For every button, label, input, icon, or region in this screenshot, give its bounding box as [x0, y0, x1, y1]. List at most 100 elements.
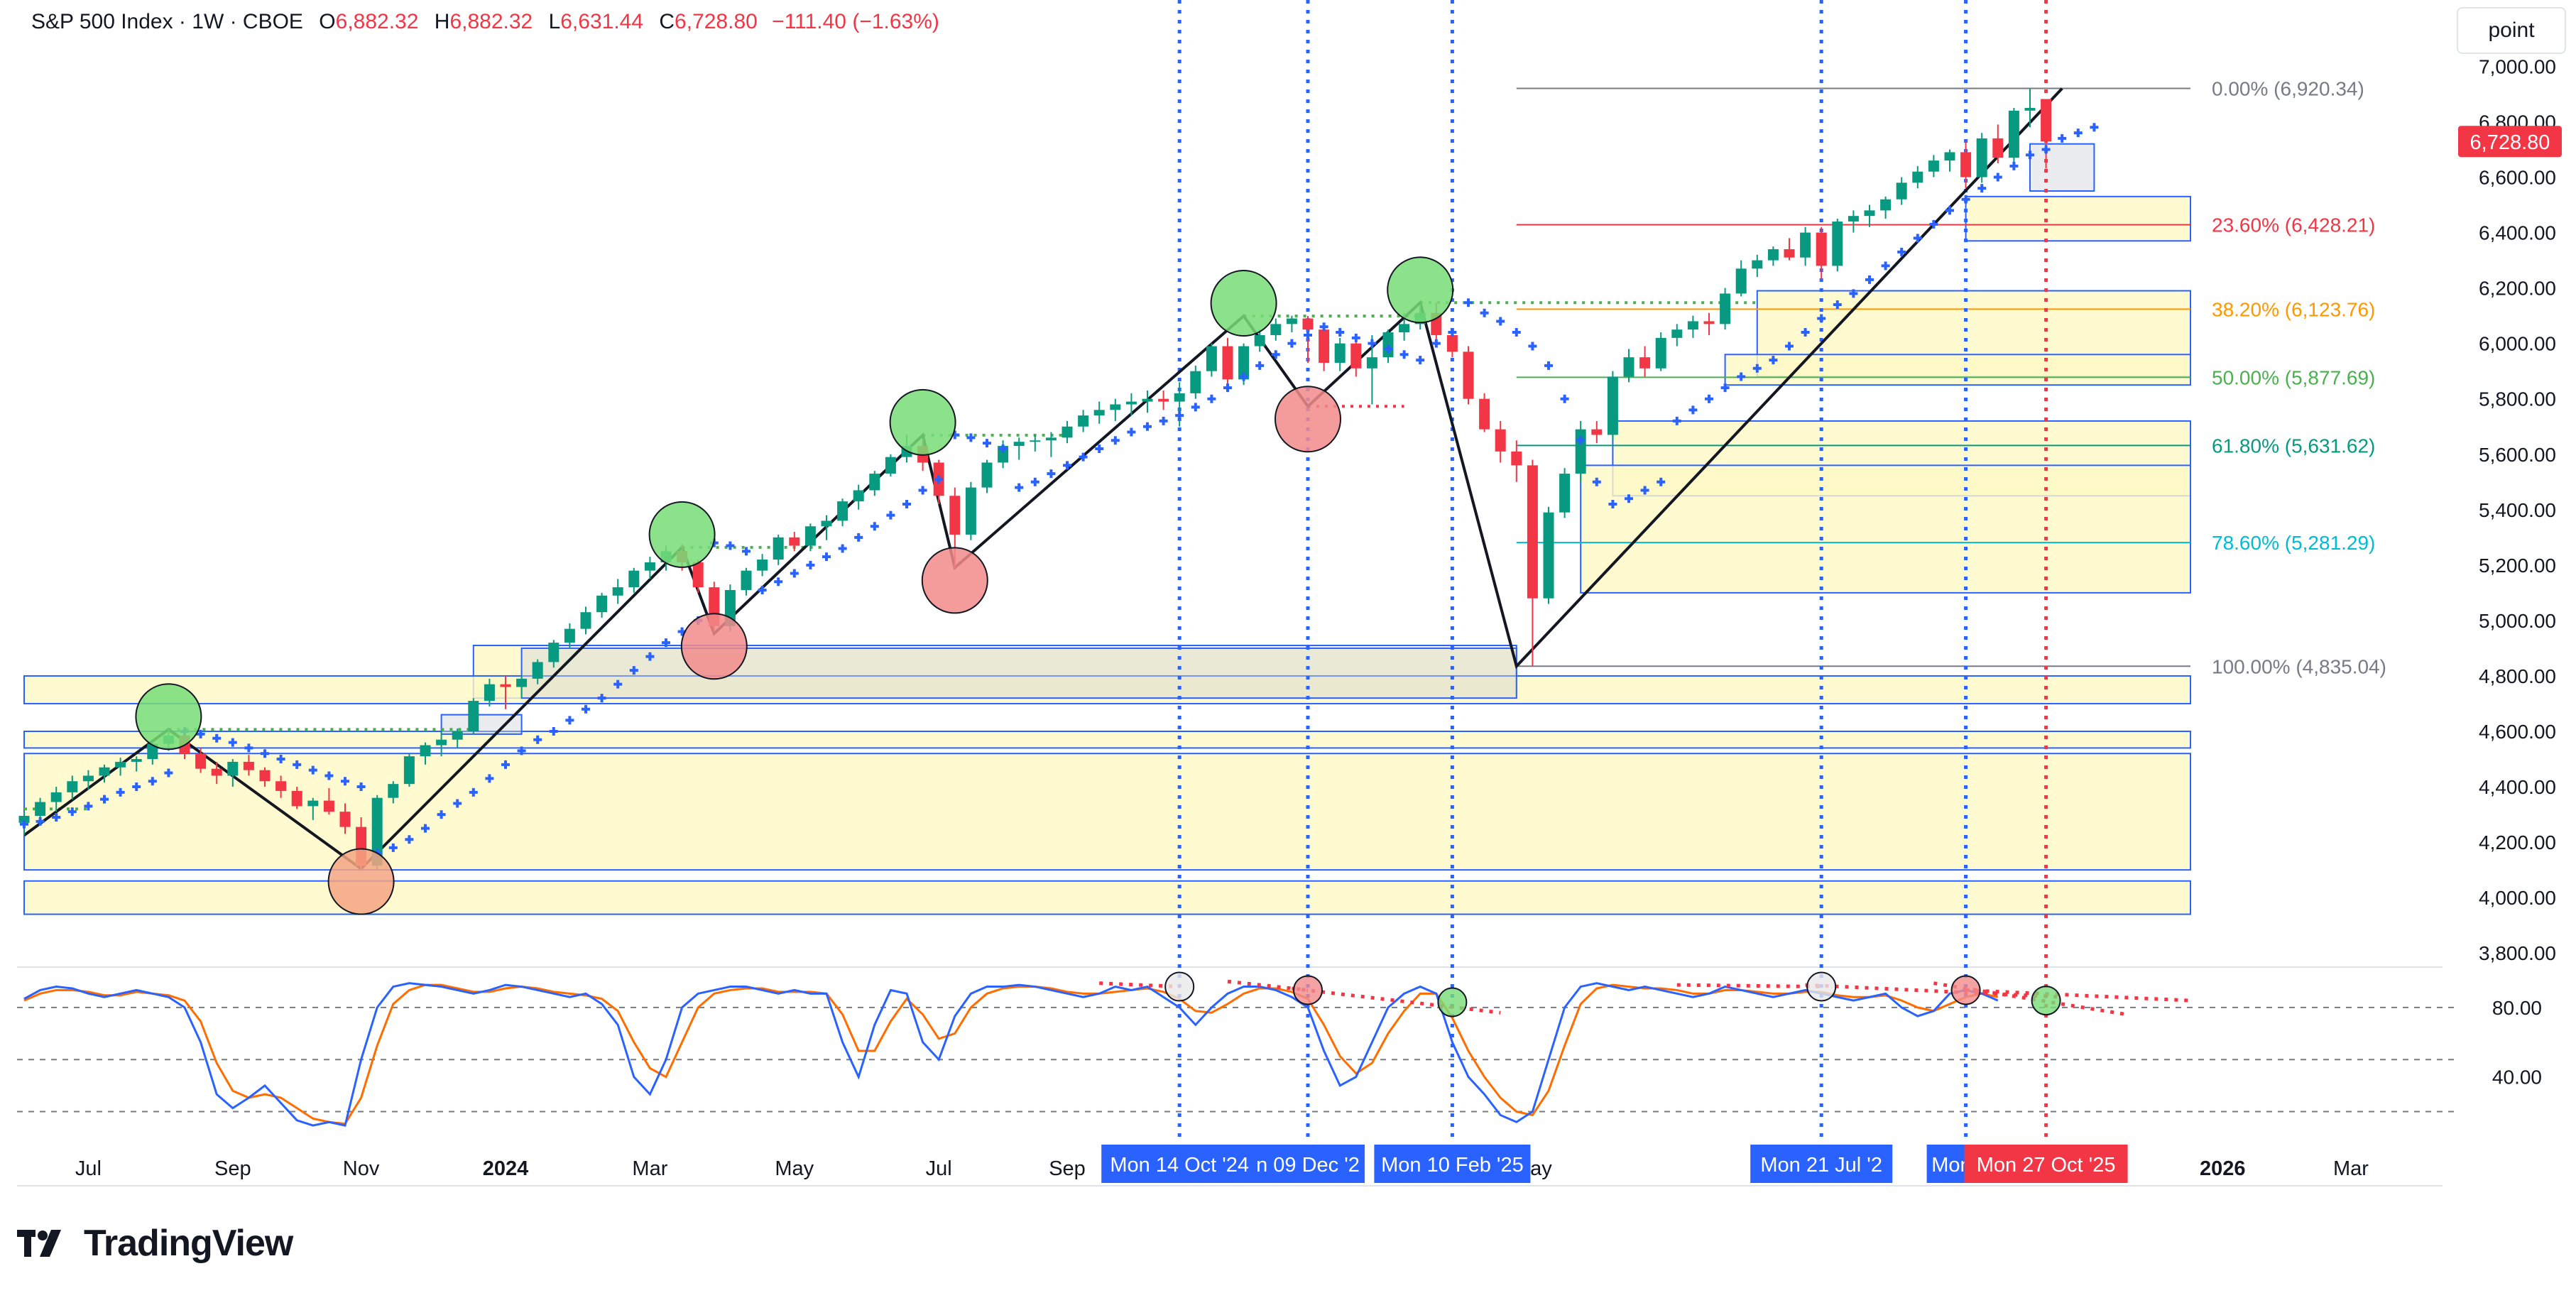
candle-body — [211, 768, 222, 776]
psar-dot — [132, 782, 141, 792]
candle-body — [323, 800, 334, 812]
candle-body — [1158, 398, 1169, 402]
swing-high-circle — [1387, 256, 1454, 324]
psar-dot — [20, 819, 28, 829]
stoch-trendline — [1099, 981, 1180, 989]
candle-body — [1976, 138, 1987, 178]
candle-body — [1639, 357, 1651, 369]
candle-body — [1800, 232, 1811, 258]
last-price-tag — [2458, 126, 2562, 158]
unit-button[interactable]: point — [2457, 7, 2566, 54]
date-highlight-label: n 09 Dec '2 — [1256, 1154, 1360, 1177]
psar-dot — [2026, 151, 2034, 160]
price-axis-label: 5,400.00 — [2479, 499, 2556, 521]
date-highlight-label: Mon 10 Feb '25 — [1381, 1154, 1524, 1177]
time-axis-label: Jul — [926, 1157, 952, 1180]
candle-body — [2008, 110, 2019, 158]
candle-body — [1174, 393, 1185, 402]
psar-dot — [469, 787, 478, 797]
time-axis-label: Jul — [75, 1157, 102, 1180]
psar-dot — [1047, 469, 1056, 479]
candle-body — [869, 474, 880, 491]
candle-body — [339, 812, 351, 827]
psar-dot — [1175, 411, 1184, 420]
dotted-levels — [24, 301, 1757, 811]
candle-body — [965, 487, 976, 535]
swing-high-circle — [889, 388, 956, 456]
psar-dot — [1833, 300, 1842, 310]
fib-level-label: 0.00% (6,920.34) — [2212, 78, 2364, 100]
candle-body — [1350, 343, 1362, 369]
candle-body — [67, 781, 78, 792]
close-label: C — [659, 10, 675, 33]
price-axis-label: 4,000.00 — [2479, 887, 2556, 909]
psar-dot — [1143, 422, 1152, 431]
psar-dot — [1287, 339, 1297, 348]
candle-body — [596, 595, 608, 613]
psar-dot — [1464, 298, 1473, 307]
time-axis-label: Mar — [632, 1157, 667, 1180]
stoch-signal-circle — [1164, 971, 1195, 1002]
psar-dot — [1304, 330, 1312, 339]
candle-body — [1142, 398, 1153, 402]
candle-body — [548, 643, 560, 662]
psar-dot — [2058, 133, 2067, 143]
psar-dot — [902, 500, 911, 508]
candle-body — [420, 745, 431, 757]
psar-dot — [1255, 361, 1265, 370]
candle-body — [532, 662, 543, 679]
candle-body — [1061, 426, 1073, 438]
gray-zone — [520, 647, 1517, 699]
candle-body — [1238, 346, 1250, 380]
psar-dot — [485, 774, 494, 783]
date-highlight-label: Mon 14 Oct '24 — [1110, 1154, 1249, 1177]
stoch-signal-circle — [1293, 975, 1323, 1005]
psar-dot — [1110, 436, 1120, 445]
psar-dot — [1384, 344, 1392, 354]
psar-dot — [1095, 444, 1104, 453]
price-zone — [23, 731, 2191, 749]
price-axis-label: 4,800.00 — [2479, 665, 2556, 687]
candle-body — [1206, 346, 1217, 371]
open-label: O — [319, 10, 336, 33]
psar-dot — [1368, 339, 1377, 348]
date-highlight-tag — [1374, 1145, 1531, 1183]
psar-dot — [1625, 494, 1633, 503]
candle-body — [1832, 221, 1843, 266]
date-highlight-label: Mon 21 Jul '2 — [1760, 1154, 1882, 1177]
psar-dot — [726, 541, 735, 550]
candle-body — [1816, 232, 1827, 266]
time-axis-label: 2026 — [2200, 1157, 2246, 1180]
candle-body — [388, 784, 399, 798]
date-highlight-label: Mon 27 Oct '25 — [1977, 1154, 2116, 1177]
psar-dot — [1737, 372, 1746, 381]
last-price-label: 6,728.80 — [2470, 131, 2550, 154]
psar-dot — [324, 771, 334, 780]
candle-body — [1399, 324, 1410, 333]
stochastic-pane: 80.00 40.00 — [17, 971, 2542, 1127]
price-zones — [23, 143, 2192, 915]
high-value: 6,882.32 — [449, 10, 533, 33]
candle-body — [1992, 138, 2004, 158]
candle-body — [403, 756, 415, 785]
candle-body — [1720, 293, 1731, 324]
candle-body — [147, 743, 158, 760]
psar-dot — [1351, 333, 1360, 342]
candle-body — [821, 520, 832, 527]
stoch-d-line — [23, 983, 1999, 1125]
psar-dot — [886, 511, 895, 520]
candle-body — [131, 759, 142, 762]
candle-body — [804, 526, 816, 546]
time-axis-label: Sep — [214, 1157, 251, 1180]
psar-dot — [1127, 427, 1136, 437]
tradingview-logo[interactable]: TradingView — [17, 1218, 293, 1268]
candle-body — [741, 570, 752, 590]
price-axis-label: 5,600.00 — [2479, 444, 2556, 466]
close-value: 6,728.80 — [675, 10, 758, 33]
candle-body — [82, 775, 94, 782]
tradingview-brand: TradingView — [84, 1223, 293, 1264]
price-axis-label: 5,800.00 — [2479, 388, 2556, 410]
candle-body — [1623, 357, 1634, 377]
candle-body — [1912, 171, 1923, 183]
